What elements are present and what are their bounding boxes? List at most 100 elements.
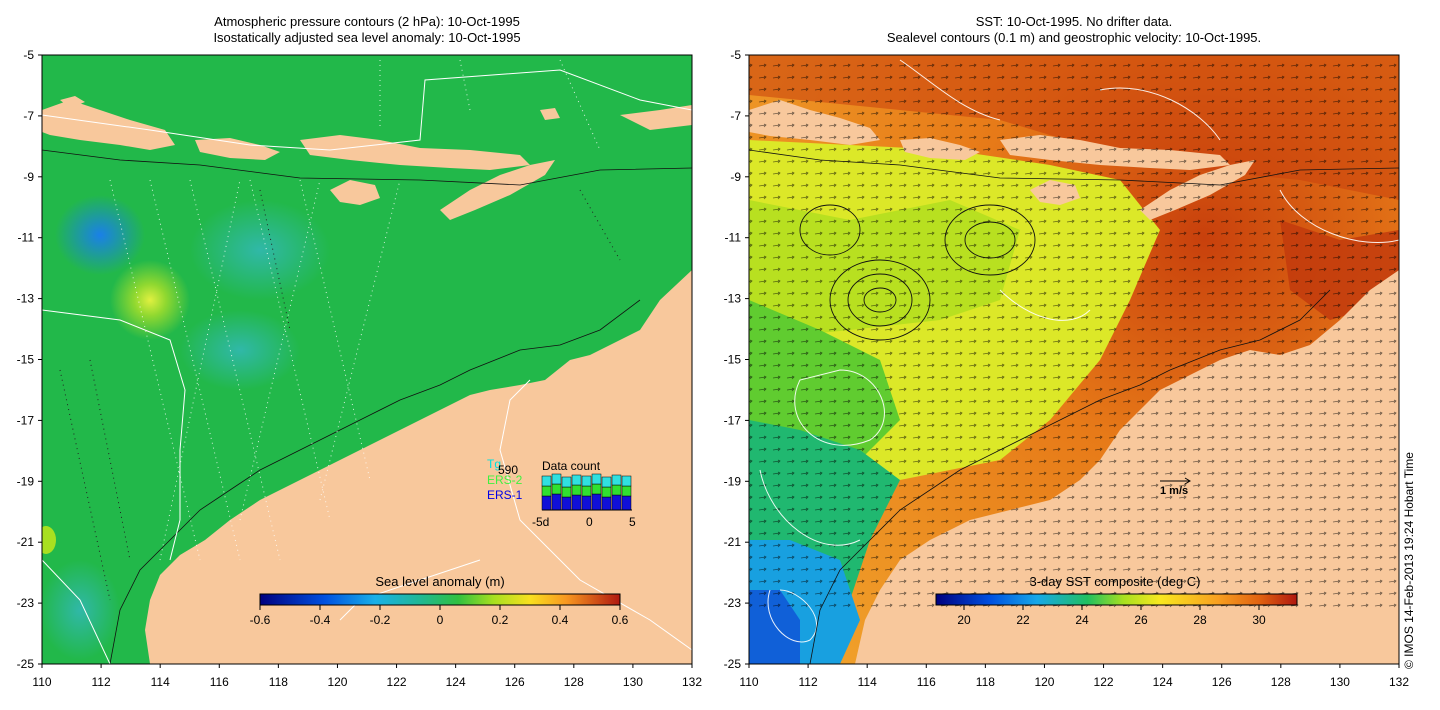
inset-bar-ers1 [611,494,622,511]
left-xtick-label: 130 [623,675,643,689]
inset-bar-ers1 [551,493,562,511]
pressure-contour-3 [499,379,692,651]
inset-bar-ers1 [591,493,602,511]
left-ytick-label: -11 [18,231,35,245]
inset-label-ers1: ERS-1 [487,488,523,502]
sst-isobath-shelf [809,289,1331,664]
sla-low-west [55,195,145,275]
right-ytick-label: -5 [730,48,741,62]
left-title: Atmospheric pressure contours (2 hPa): 1… [42,14,692,46]
inset-tick-left: -5d [532,515,549,529]
right-title: SST: 10-Oct-1995. No drifter data. Seale… [749,14,1399,46]
sst-colorbar-gradient [935,593,1298,606]
sst-colorbar-label: 3-day SST composite (deg C) [1030,574,1201,589]
pressure-contour-1 [42,69,692,151]
sst-colorbar: 3-day SST composite (deg C) 20 22 24 26 28 30 [935,574,1298,627]
right-ytick-label: -17 [724,413,742,427]
data-count-inset: Tg 590 ERS-2 ERS-1 Data count -5d 0 5 [487,457,636,529]
right-ytick-label: -19 [724,474,742,488]
velocity-scale-arrowhead [1184,477,1191,485]
inset-bar-ers1 [601,496,612,511]
sla-colorbar-label: Sea level anomaly (m) [375,574,504,589]
pressure-contour-4 [42,559,111,664]
inset-bar-ers2 [551,483,562,495]
left-ytick-label: -25 [17,657,35,671]
sla-low-south [180,310,300,390]
left-ytick-label: -23 [17,596,35,610]
sumba-land [330,180,380,205]
left-xtick-label: 132 [682,675,702,689]
inset-label-ers2: ERS-2 [487,473,523,487]
right-ytick-label: -7 [730,109,741,123]
sla-cbar-tick-label: -0.4 [310,613,331,627]
sla-low-central [190,200,330,300]
inset-bar-ers1 [621,495,632,511]
inset-bar-tg [551,473,562,485]
inset-bar-ers2 [621,485,632,497]
sla-cbar-tick-label: 0.6 [612,613,629,627]
left-xtick-label: 122 [387,675,407,689]
inset-bar-ers1 [561,496,572,511]
right-xtick-label: 110 [739,675,758,689]
timor-land [440,160,555,220]
java-land [42,100,175,150]
right-ytick-label: -9 [730,170,741,184]
inset-title: Data count [542,459,601,473]
left-axes: -5 -7 -9 -11 -13 -15 -17 -19 -21 -23 -25 110 112 114 1… [17,48,703,689]
right-xtick-label: 120 [1034,675,1054,689]
inset-bar-ers2 [581,485,592,497]
left-xtick-label: 116 [210,675,229,689]
inset-tick-right: 5 [629,515,636,529]
sst-cbar-tick-label: 28 [1193,613,1207,627]
right-axes: -5 -7 -9 -11 -13 -15 -17 -19 -21 -23 -25 110 112 114 1… [724,48,1410,689]
altimeter-tracks [109,59,601,561]
sla-cbar-tick-label: 0 [437,613,444,627]
left-ytick-label: -5 [23,48,34,62]
sla-cbar-tick-label: -0.2 [370,613,391,627]
sst-cbar-tick-label: 24 [1075,613,1089,627]
inset-bar-ers2 [571,484,582,496]
altimeter-tracks-dark [59,189,621,601]
left-xtick-label: 118 [269,675,288,689]
geostrophic-velocity-field [749,55,1399,615]
sla-cbar-tick-label: 0.2 [492,613,509,627]
right-xtick-label: 116 [917,675,936,689]
sst-cbar-tick-label: 20 [957,613,971,627]
right-title-line1: SST: 10-Oct-1995. No drifter data. [975,14,1173,29]
sla-cbar-tick-label: -0.6 [250,613,271,627]
left-ytick-label: -21 [17,535,35,549]
right-xtick-label: 130 [1330,675,1350,689]
sla-colorbar-gradient [259,593,621,606]
sst-isobath-north [749,149,1399,186]
inset-bar-tg [561,476,572,488]
right-xtick-label: 122 [1094,675,1114,689]
right-ytick-label: -11 [725,231,742,245]
sst-cbar-tick-label: 26 [1134,613,1148,627]
sumbawa-flores-land [300,135,530,170]
sst-map: 1 m/s [749,55,1399,664]
left-ytick-label: -7 [23,109,34,123]
right-xtick-label: 112 [799,675,818,689]
imos-credit: © IMOS 14-Feb-2013 19:24 Hobart Time [1402,452,1416,669]
velocity-scale-label: 1 m/s [1160,485,1188,497]
left-xtick-label: 112 [92,675,111,689]
inset-bar-ers2 [611,484,622,496]
inset-bar-tg [611,474,622,486]
sla-isobath-shelf [109,299,641,664]
inset-bar-tg [541,475,552,487]
bali-lombok-land [195,138,280,160]
inset-bar-tg [601,476,612,488]
right-ytick-label: -23 [724,596,742,610]
inset-bar-tg [621,475,632,487]
left-ytick-label: -17 [17,413,35,427]
inset-bar-ers2 [561,486,572,498]
sla-map [42,55,692,664]
inset-label-tg: Tg [487,457,501,471]
left-ytick-label: -15 [17,353,35,367]
left-ytick-label: -9 [23,170,34,184]
left-ytick-label: -13 [17,292,35,306]
right-xtick-label: 114 [858,675,877,689]
sst-cbar-tick-label: 30 [1252,613,1266,627]
sla-isobath-north [42,149,692,186]
